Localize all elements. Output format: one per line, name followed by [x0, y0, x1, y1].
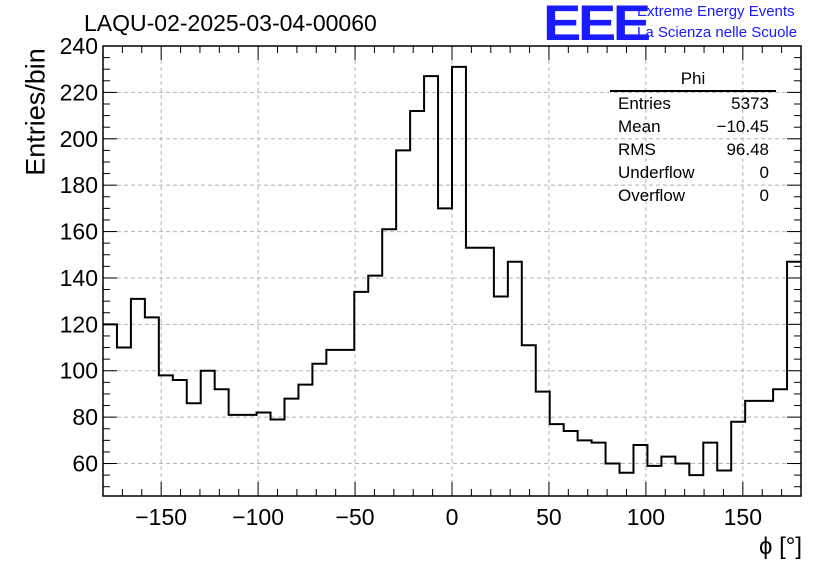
stats-label: Mean — [618, 117, 661, 136]
y-tick-label: 60 — [72, 451, 98, 477]
histogram-bin — [661, 457, 675, 496]
stats-label: Underflow — [618, 163, 695, 182]
histogram-bin — [536, 392, 550, 496]
histogram-bin — [494, 297, 508, 496]
stats-value: 96.48 — [726, 140, 769, 159]
histogram-bin — [326, 350, 340, 496]
stats-label: RMS — [618, 140, 656, 159]
histogram-bin — [745, 401, 759, 496]
histogram-bin — [410, 111, 424, 496]
x-tick-label: 50 — [536, 504, 562, 530]
histogram-bin — [354, 292, 368, 496]
histogram-bin — [606, 464, 620, 496]
histogram-bin — [257, 412, 271, 496]
histogram-bin — [173, 380, 187, 496]
y-tick-label: 140 — [60, 265, 98, 291]
histogram-bin — [592, 443, 606, 496]
stats-label: Entries — [618, 94, 671, 113]
stats-row-entries: Entries 5373 — [610, 92, 776, 115]
histogram-bin — [312, 364, 326, 496]
histogram-bin — [159, 375, 173, 496]
stats-value: 0 — [759, 186, 769, 205]
x-tick-label: −50 — [336, 504, 375, 530]
y-axis-label: Entries/bin — [20, 48, 51, 176]
histogram-bin — [647, 466, 661, 496]
histogram-bin — [578, 440, 592, 496]
plot-frame — [102, 45, 802, 497]
logo-line-2: La Scienza nelle Scuole — [637, 24, 798, 41]
stats-row-mean: Mean −10.45 — [610, 115, 776, 138]
histogram-outline — [103, 65, 801, 477]
y-tick-label: 160 — [60, 219, 98, 245]
x-tick-label: 150 — [724, 504, 762, 530]
histogram-bin — [773, 389, 787, 496]
histogram-bin — [340, 350, 354, 496]
histogram-bin — [215, 389, 229, 496]
chart-title: LAQU-02-2025-03-04-00060 — [84, 10, 377, 36]
histogram-bin — [759, 401, 773, 496]
histogram-bin — [466, 248, 480, 496]
histogram-bin — [396, 150, 410, 496]
histogram-bin — [522, 345, 536, 496]
y-tick-label: 200 — [60, 126, 98, 152]
stats-value: 5373 — [731, 94, 769, 113]
histogram-bin — [145, 317, 159, 496]
histogram-bin — [131, 299, 145, 496]
histogram-bin — [382, 229, 396, 496]
y-tick-label: 240 — [60, 33, 98, 59]
histogram-bin — [201, 371, 215, 496]
histogram-bin — [675, 464, 689, 496]
histogram-bin — [480, 248, 494, 496]
y-tick-label: 220 — [60, 79, 98, 105]
histogram-bin — [271, 419, 285, 496]
histogram-bin — [703, 443, 717, 496]
histogram-bin — [243, 415, 257, 496]
y-tick-label: 80 — [72, 404, 98, 430]
histogram-bin — [787, 262, 801, 496]
stats-row-rms: RMS 96.48 — [610, 138, 776, 161]
stats-box-name: Phi — [610, 68, 776, 92]
x-tick-label: 0 — [446, 504, 459, 530]
stats-row-underflow: Underflow 0 — [610, 161, 776, 184]
y-tick-label: 180 — [60, 172, 98, 198]
histogram-bin — [689, 475, 703, 496]
histogram-bin — [550, 424, 564, 496]
histogram-bin — [438, 208, 452, 496]
histogram-bin — [368, 276, 382, 496]
stats-value: 0 — [759, 163, 769, 182]
histogram-bin — [633, 445, 647, 496]
histogram-bin — [298, 385, 312, 496]
y-tick-label: 120 — [60, 311, 98, 337]
stats-box: Phi Entries 5373 Mean −10.45 RMS 96.48 U… — [610, 68, 776, 207]
histogram-bin — [452, 67, 466, 496]
x-tick-label: −100 — [232, 504, 284, 530]
histogram-bin — [117, 348, 131, 496]
x-tick-label: 100 — [627, 504, 665, 530]
histogram-bin — [103, 324, 117, 496]
x-tick-label: −150 — [135, 504, 187, 530]
stats-value: −10.45 — [716, 117, 769, 136]
logo-line-1: Extreme Energy Events — [637, 3, 795, 20]
histogram-bin — [284, 399, 298, 496]
stats-label: Overflow — [618, 186, 686, 205]
y-tick-label: 100 — [60, 358, 98, 384]
histogram-bin — [717, 470, 731, 496]
histogram-bin — [508, 262, 522, 496]
x-axis-label: ϕ [°] — [758, 533, 802, 560]
histogram-bin — [229, 415, 243, 496]
stats-row-overflow: Overflow 0 — [610, 184, 776, 207]
eee-logo: EEE — [543, 0, 651, 51]
